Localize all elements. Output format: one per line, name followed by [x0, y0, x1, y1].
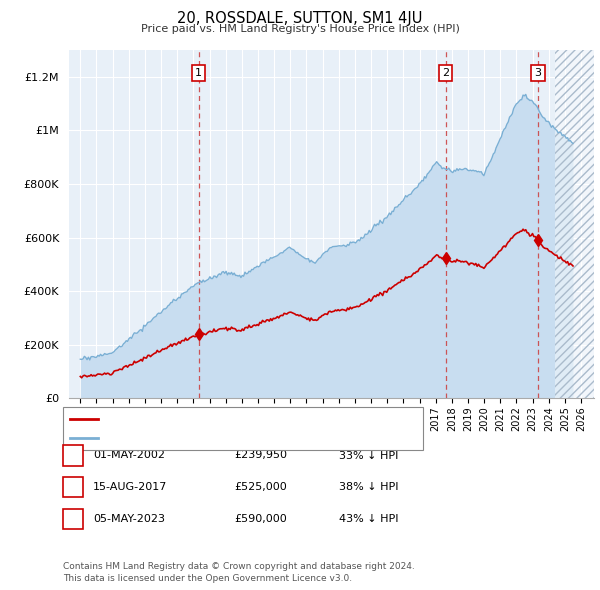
Text: 20, ROSSDALE, SUTTON, SM1 4JU: 20, ROSSDALE, SUTTON, SM1 4JU: [178, 11, 422, 26]
Text: £590,000: £590,000: [234, 514, 287, 524]
Text: 33% ↓ HPI: 33% ↓ HPI: [339, 451, 398, 460]
Text: 15-AUG-2017: 15-AUG-2017: [93, 483, 167, 492]
Text: 3: 3: [70, 514, 76, 524]
Text: 20, ROSSDALE, SUTTON, SM1 4JU (detached house): 20, ROSSDALE, SUTTON, SM1 4JU (detached …: [102, 414, 371, 424]
Text: 43% ↓ HPI: 43% ↓ HPI: [339, 514, 398, 524]
Text: Price paid vs. HM Land Registry's House Price Index (HPI): Price paid vs. HM Land Registry's House …: [140, 24, 460, 34]
Text: £525,000: £525,000: [234, 483, 287, 492]
Text: 2: 2: [70, 483, 76, 492]
Bar: [555, 50, 594, 398]
Text: 01-MAY-2002: 01-MAY-2002: [93, 451, 165, 460]
Text: 38% ↓ HPI: 38% ↓ HPI: [339, 483, 398, 492]
Text: 1: 1: [70, 451, 76, 460]
Text: Contains HM Land Registry data © Crown copyright and database right 2024.
This d: Contains HM Land Registry data © Crown c…: [63, 562, 415, 583]
Text: £239,950: £239,950: [234, 451, 287, 460]
Text: HPI: Average price, detached house, Sutton: HPI: Average price, detached house, Sutt…: [102, 432, 329, 442]
Text: 3: 3: [535, 68, 541, 78]
Text: 05-MAY-2023: 05-MAY-2023: [93, 514, 165, 524]
Bar: [555, 50, 594, 398]
Text: 2: 2: [442, 68, 449, 78]
Text: 1: 1: [195, 68, 202, 78]
